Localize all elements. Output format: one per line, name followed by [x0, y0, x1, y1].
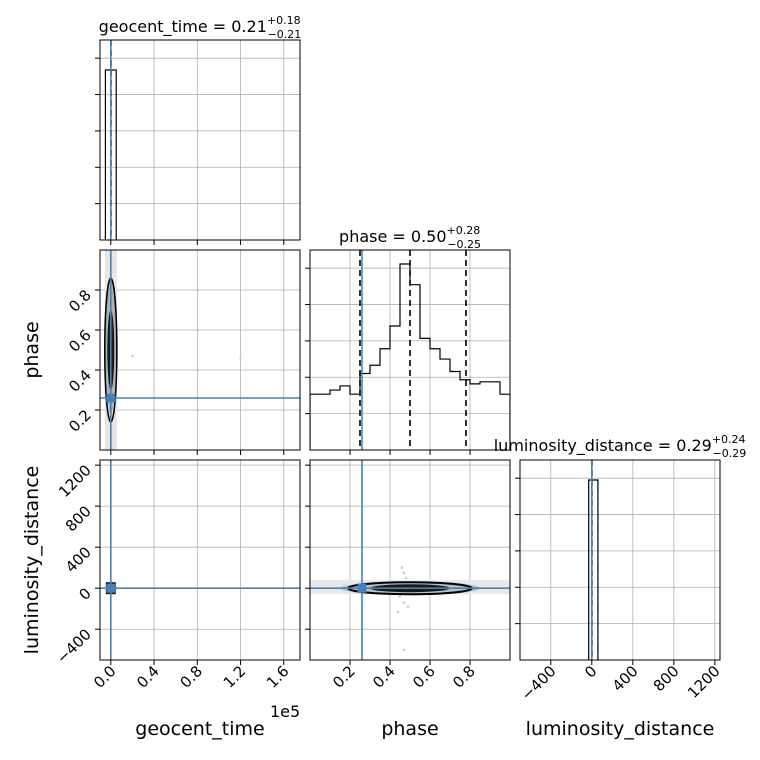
tick-label-x: 1.6: [263, 662, 293, 692]
xlabel-geocent-time: geocent_time: [135, 718, 264, 740]
scatter-point: [400, 566, 404, 569]
truth-lines-geocent_time-phase: [100, 250, 300, 450]
scatter-point: [239, 356, 242, 360]
title-plus: +0.18: [267, 14, 301, 27]
panel-frame: [309, 249, 511, 451]
title-minus: −0.29: [713, 447, 747, 460]
tick-label-x: 0.0: [90, 662, 120, 692]
histogram-luminosity_distance: [588, 460, 599, 660]
ticks-layer: 0.0 0.4 0.8 1.2 1.6 0.2 0.4 0.6 0.8 −400 0 400 800 12…: [53, 57, 724, 704]
tick-label-y: 0.4: [65, 366, 95, 396]
title-median: 0.50: [411, 227, 447, 246]
scatter-point: [131, 354, 134, 358]
title-phase: phase = 0.50+0.28 −0.25: [339, 224, 481, 251]
xlabel-luminosity-distance: luminosity_distance: [526, 718, 715, 740]
scatter-point: [402, 601, 406, 604]
truth-lines-geocent_time-luminosity_distance: [100, 460, 300, 660]
density-phase-lumdist: [310, 566, 510, 652]
tick-label-y: 0: [75, 584, 94, 603]
offset-text: 1e5: [270, 702, 300, 721]
tick-label-x: 800: [650, 662, 683, 695]
tick-label-x: −400: [518, 662, 560, 704]
tick-label-x: 0.4: [133, 662, 163, 692]
tick-label-y: 0.8: [65, 286, 95, 316]
tick-label-x: 0.8: [449, 662, 479, 692]
ylabel-phase: phase: [21, 321, 43, 378]
xlabel-phase: phase: [381, 718, 438, 740]
scatter-point: [396, 610, 400, 614]
truth-marker: [106, 583, 116, 593]
density-fill-layer: [104, 250, 510, 652]
tick-label-x: 0.2: [329, 662, 359, 692]
truth-marker: [357, 583, 367, 593]
tick-label-y: 800: [62, 502, 95, 535]
frames-layer: [99, 39, 721, 661]
density-geocent-phase: [104, 250, 242, 450]
panel-frame: [99, 39, 301, 241]
tick-label-y: 400: [62, 543, 95, 576]
histogram-geocent_time: [104, 40, 117, 240]
tick-label-y: 0.2: [65, 406, 95, 436]
marks-layer: [100, 40, 599, 660]
tick-label-x: 1.2: [220, 662, 250, 692]
ylabel-luminosity-distance: luminosity_distance: [21, 466, 43, 655]
tick-label-x: 0: [581, 662, 600, 681]
title-plus: +0.24: [712, 433, 746, 446]
histogram-phase: [310, 250, 510, 450]
truth-lines-phase-luminosity_distance: [310, 460, 510, 660]
scatter-point: [398, 595, 402, 598]
scatter-point: [404, 576, 408, 580]
tick-label-y: −400: [53, 625, 95, 667]
histogram-bars: [588, 479, 599, 660]
truth-marker: [106, 393, 116, 403]
tick-label-x: 0.4: [369, 662, 399, 692]
title-median: 0.29: [676, 436, 712, 455]
title-prefix: luminosity_distance =: [494, 436, 676, 456]
title-luminosity-distance: luminosity_distance = 0.29+0.24 −0.29: [494, 433, 747, 460]
title-minus: −0.25: [447, 238, 481, 251]
scatter-point: [402, 648, 406, 652]
tick-label-x: 0.6: [409, 662, 439, 692]
grid-layer: [100, 40, 720, 660]
panel-frame: [99, 249, 301, 451]
panel-frame: [519, 459, 721, 661]
title-prefix: geocent_time =: [99, 17, 232, 37]
panel-frame: [99, 459, 301, 661]
title-prefix: phase =: [339, 227, 411, 246]
tick-label-y: 1200: [55, 461, 95, 501]
title-minus: −0.21: [268, 28, 302, 41]
title-plus: +0.28: [447, 224, 481, 237]
panel-frame: [309, 459, 511, 661]
tick-label-x: 400: [609, 662, 642, 695]
title-geocent-time: geocent_time = 0.21+0.18 −0.21: [99, 14, 302, 41]
tick-label-x: 0.8: [177, 662, 207, 692]
title-median: 0.21: [231, 17, 267, 36]
tick-label-y: 0.6: [65, 326, 95, 356]
tick-label-x: 1200: [684, 662, 724, 702]
scatter-point: [402, 571, 406, 575]
scatter-point: [406, 605, 410, 608]
